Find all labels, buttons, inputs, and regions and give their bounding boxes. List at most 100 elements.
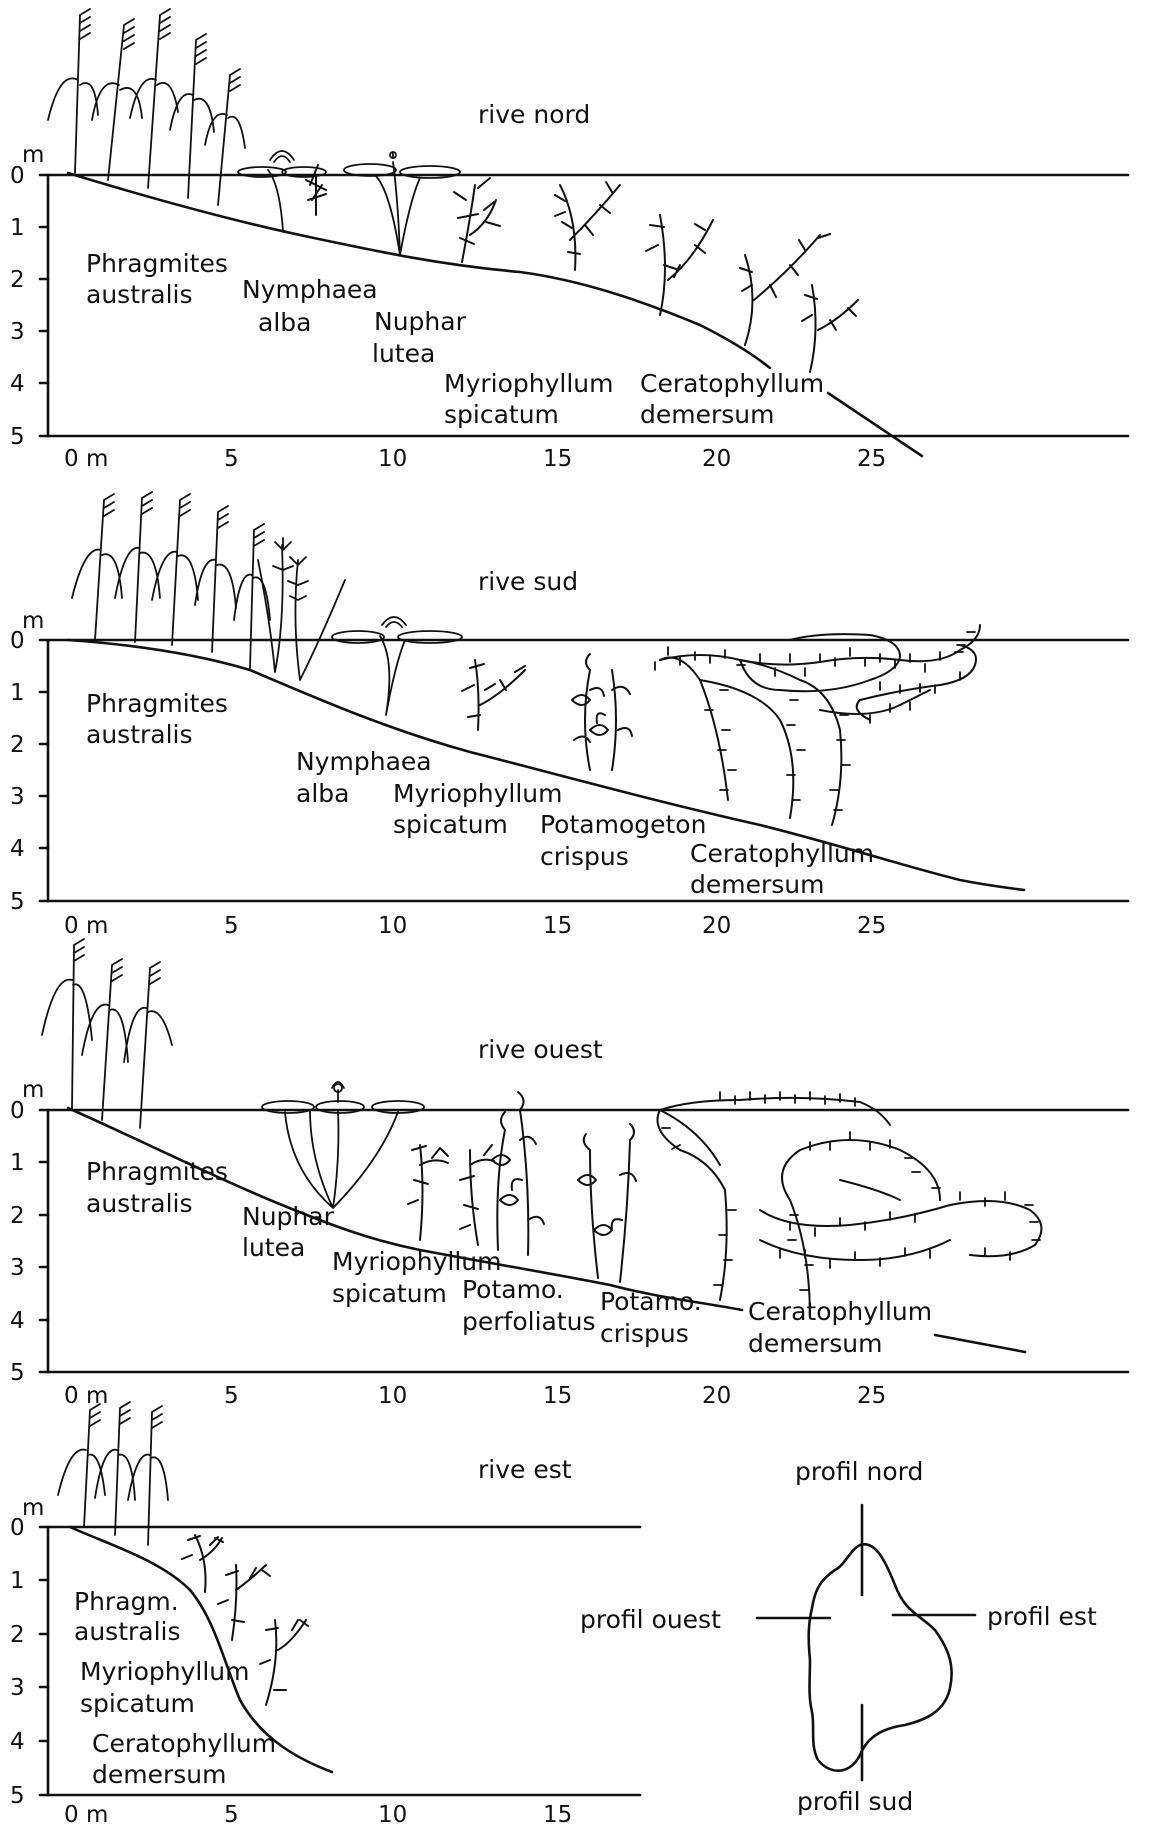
y-tick-label: 1 (10, 1150, 25, 1176)
y-tick-label: 3 (10, 319, 25, 345)
species-label: Potamogeton (540, 810, 706, 839)
potamogeton-crispus-plant (577, 1123, 637, 1283)
y-tick-label: 0 (10, 1515, 25, 1541)
panel-title: rive est (478, 1455, 572, 1484)
species-label: crispus (600, 1319, 689, 1348)
species-label: Ceratophyllum (748, 1297, 932, 1326)
x-tick-label: 0 m (64, 446, 108, 472)
myriophyllum-plant (407, 1144, 495, 1246)
species-label: Ceratophyllum (92, 1729, 276, 1758)
x-tick-label: 5 (224, 1802, 239, 1825)
reed-plants (71, 491, 271, 669)
nuphar-plant (261, 1081, 425, 1209)
y-tick-label: 5 (10, 1783, 25, 1809)
y-tick-label: 5 (10, 889, 25, 915)
species-label: australis (74, 1617, 181, 1646)
ceratophyllum-plant (654, 624, 981, 826)
reed-plants (41, 938, 173, 1129)
species-label: demersum (690, 870, 825, 899)
y-tick-label: 2 (10, 1203, 25, 1229)
species-label: Potamo. (462, 1275, 564, 1304)
myriophyllum-plant (461, 659, 526, 731)
species-label: lutea (242, 1233, 305, 1262)
y-tick-label: 0 (10, 628, 25, 654)
x-tick-label: 0 m (64, 1383, 108, 1409)
lake-bottom-profile (66, 638, 1026, 892)
x-tick-label: 20 (702, 1383, 731, 1409)
x-tick-label: 10 (378, 913, 407, 939)
x-tick-label: 20 (702, 446, 731, 472)
species-label: Myriophyllum (332, 1247, 501, 1276)
profile-label-west: profil ouest (580, 1605, 721, 1634)
species-label: Nymphaea (296, 747, 432, 776)
panel-title: rive nord (478, 100, 590, 129)
myriophyllum-plant (453, 177, 501, 263)
lake-outline (807, 1542, 953, 1772)
profile-label-south: profil sud (797, 1787, 913, 1816)
y-unit-label: m (22, 608, 44, 634)
species-label: demersum (640, 400, 775, 429)
species-label: Phragmites (86, 689, 228, 718)
lake-bottom-profile (66, 1106, 744, 1312)
myriophyllum-plant (181, 1534, 309, 1706)
y-tick-label: 4 (10, 371, 25, 397)
species-label: Myriophyllum (393, 779, 562, 808)
x-tick-label: 15 (543, 1802, 572, 1825)
species-label: alba (296, 779, 349, 808)
profile-label-north: profil nord (795, 1457, 923, 1486)
profile-label-east: profil est (987, 1602, 1097, 1631)
lake-bottom-profile (933, 1333, 1027, 1354)
species-label: australis (86, 720, 193, 749)
lake-bottom-profile (826, 391, 924, 458)
x-tick-label: 10 (378, 446, 407, 472)
ceratophyllum-plant (656, 1091, 1043, 1319)
x-tick-label: 0 m (64, 1802, 108, 1825)
y-tick-label: 5 (10, 424, 25, 450)
x-tick-label: 15 (543, 913, 572, 939)
potamogeton-plant (571, 653, 633, 771)
species-label: spicatum (444, 400, 559, 429)
species-label: demersum (92, 1760, 227, 1789)
lake-bottom-profile (68, 1525, 334, 1774)
x-tick-label: 25 (857, 446, 886, 472)
reed-plants (57, 1401, 169, 1546)
species-label: Ceratophyllum (690, 839, 874, 868)
x-tick-label: 25 (857, 1383, 886, 1409)
x-tick-label: 5 (224, 913, 239, 939)
y-tick-label: 2 (10, 1622, 25, 1648)
species-label: australis (86, 280, 193, 309)
x-tick-label: 5 (224, 1383, 239, 1409)
panel-rive-ouest: rive ouest m 0 1 2 3 4 5 0 m 5 10 15 20 … (10, 938, 1130, 1409)
species-label: Phragm. (74, 1587, 179, 1616)
species-label: Phragmites (86, 249, 228, 278)
species-label: demersum (748, 1329, 883, 1358)
species-label: Potamo. (600, 1287, 702, 1316)
y-tick-label: 4 (10, 836, 25, 862)
species-label: lutea (372, 339, 435, 368)
y-tick-label: 3 (10, 1255, 25, 1281)
reed-plants (47, 8, 246, 206)
panel-rive-est: rive est m 0 1 2 3 4 5 0 m 5 10 15 Phra (10, 1401, 642, 1825)
species-label: spicatum (393, 810, 508, 839)
y-tick-label: 1 (10, 680, 25, 706)
nymphaea-plant (237, 150, 327, 233)
species-label: Phragmites (86, 1157, 228, 1186)
panel-title: rive sud (478, 567, 578, 596)
y-tick-label: 0 (10, 1098, 25, 1124)
x-tick-label: 15 (543, 446, 572, 472)
ceratophyllum-plant (554, 181, 859, 373)
panel-rive-sud: rive sud m 0 1 2 3 4 5 0 m 5 10 15 20 25 (10, 491, 1130, 939)
y-tick-label: 4 (10, 1308, 25, 1334)
x-tick-label: 20 (702, 913, 731, 939)
y-tick-label: 1 (10, 1568, 25, 1594)
y-tick-label: 1 (10, 215, 25, 241)
y-unit-label: m (22, 142, 44, 168)
species-label: Nuphar (374, 307, 467, 336)
x-tick-label: 10 (378, 1802, 407, 1825)
y-tick-label: 3 (10, 784, 25, 810)
species-label: Nuphar (242, 1202, 335, 1231)
species-label: perfoliatus (462, 1307, 596, 1336)
lake-bottom-profile (66, 171, 772, 370)
